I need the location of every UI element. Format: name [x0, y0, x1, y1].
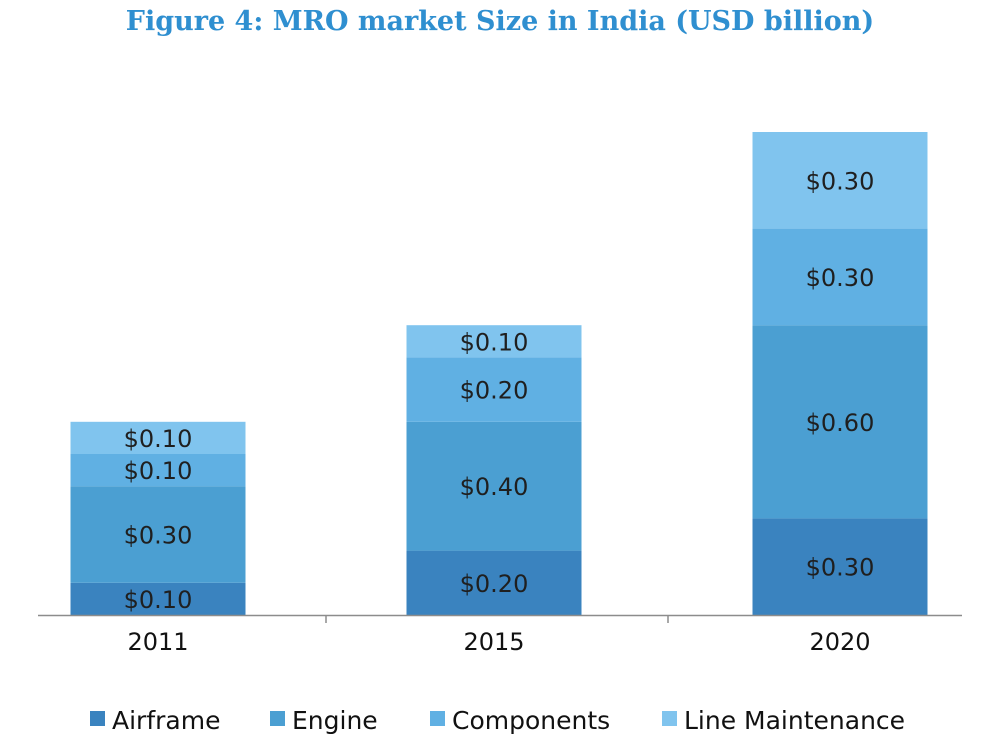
data-label-engine-2015: $0.40 — [460, 473, 529, 501]
data-label-line-maintenance-2020: $0.30 — [806, 167, 875, 195]
legend-item-airframe: Airframe — [90, 706, 220, 735]
legend-swatch — [90, 711, 105, 726]
legend-label: Airframe — [112, 706, 220, 735]
bar-segment-engine-2015 — [406, 421, 582, 551]
legend-item-engine: Engine — [270, 706, 378, 735]
legend-label: Engine — [292, 706, 378, 735]
x-tick-label-2020: 2020 — [809, 628, 870, 656]
data-label-line-maintenance-2015: $0.10 — [460, 328, 529, 356]
segment-labels-group: $0.10 $0.30 $0.10 $0.10 $0.20 $0.40 $0.20 $0.10… — [124, 167, 875, 614]
bar-segment-components-2015 — [406, 357, 582, 422]
data-label-components-2020: $0.30 — [806, 264, 875, 292]
legend-swatch — [430, 711, 445, 726]
data-label-line-maintenance-2011: $0.10 — [124, 425, 193, 453]
data-label-engine-2011: $0.30 — [124, 522, 193, 550]
bar-segment-line-maintenance-2015 — [406, 325, 582, 358]
bar-segment-engine-2011 — [70, 486, 246, 583]
legend-label: Components — [452, 706, 610, 735]
legend: Airframe Engine Components Line Maintenance — [90, 706, 905, 735]
data-label-airframe-2020: $0.30 — [806, 554, 875, 582]
legend-swatch — [270, 711, 285, 726]
bar-segment-line-maintenance-2011 — [70, 421, 246, 454]
x-tick-label-2015: 2015 — [463, 628, 524, 656]
data-label-components-2015: $0.20 — [460, 377, 529, 405]
bar-segment-airframe-2015 — [406, 550, 582, 615]
bar-segment-line-maintenance-2020 — [752, 132, 928, 229]
bar-segment-engine-2020 — [752, 325, 928, 519]
bar-segment-airframe-2011 — [70, 582, 246, 615]
x-tick-label-2011: 2011 — [127, 628, 188, 656]
legend-label: Line Maintenance — [684, 706, 905, 735]
data-label-components-2011: $0.10 — [124, 457, 193, 485]
data-label-airframe-2011: $0.10 — [124, 586, 193, 614]
x-axis: 2011 2015 2020 — [38, 614, 962, 656]
bar-segment-components-2011 — [70, 454, 246, 487]
chart-title: Figure 4: MRO market Size in India (USD … — [125, 6, 875, 37]
legend-item-components: Components — [430, 706, 610, 735]
bars-group — [70, 132, 928, 615]
data-label-airframe-2015: $0.20 — [460, 570, 529, 598]
bar-segment-components-2020 — [752, 228, 928, 326]
legend-swatch — [662, 711, 677, 726]
legend-item-line-maintenance: Line Maintenance — [662, 706, 905, 735]
bar-segment-airframe-2020 — [752, 518, 928, 615]
data-label-engine-2020: $0.60 — [806, 409, 875, 437]
